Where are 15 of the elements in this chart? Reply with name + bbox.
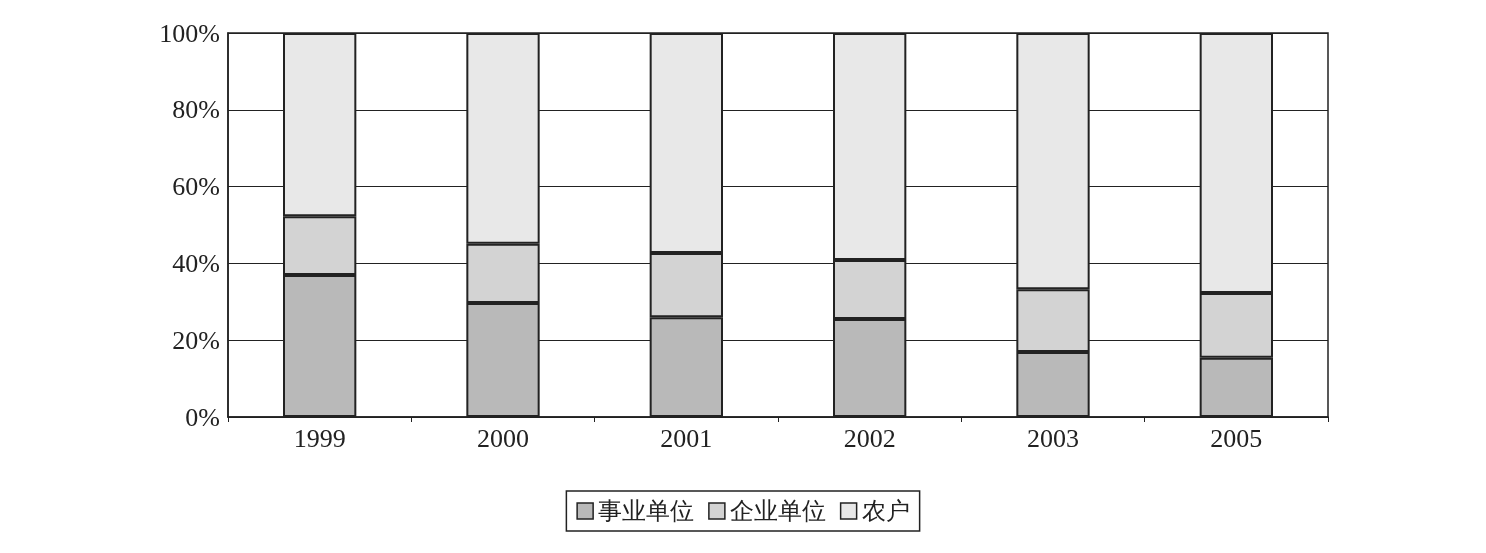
x-tick-label: 2005 [1210, 423, 1263, 453]
x-tick-label: 2003 [1027, 423, 1079, 453]
y-tick-label: 60% [172, 172, 220, 202]
legend-label: 企业单位 [729, 497, 826, 525]
y-tick-label: 40% [172, 248, 220, 278]
y-tick-label: 0% [185, 402, 220, 432]
x-tick-label: 2002 [843, 423, 896, 453]
x-tick-label: 2001 [660, 423, 713, 453]
y-tick-label: 100% [159, 18, 220, 48]
legend-label: 农户 [861, 497, 910, 525]
y-tick-label: 80% [172, 95, 220, 125]
x-tick-label: 2000 [477, 423, 529, 453]
x-tick-label: 1999 [293, 423, 346, 453]
legend-label: 事业单位 [598, 497, 695, 525]
y-tick-label: 20% [172, 325, 220, 355]
